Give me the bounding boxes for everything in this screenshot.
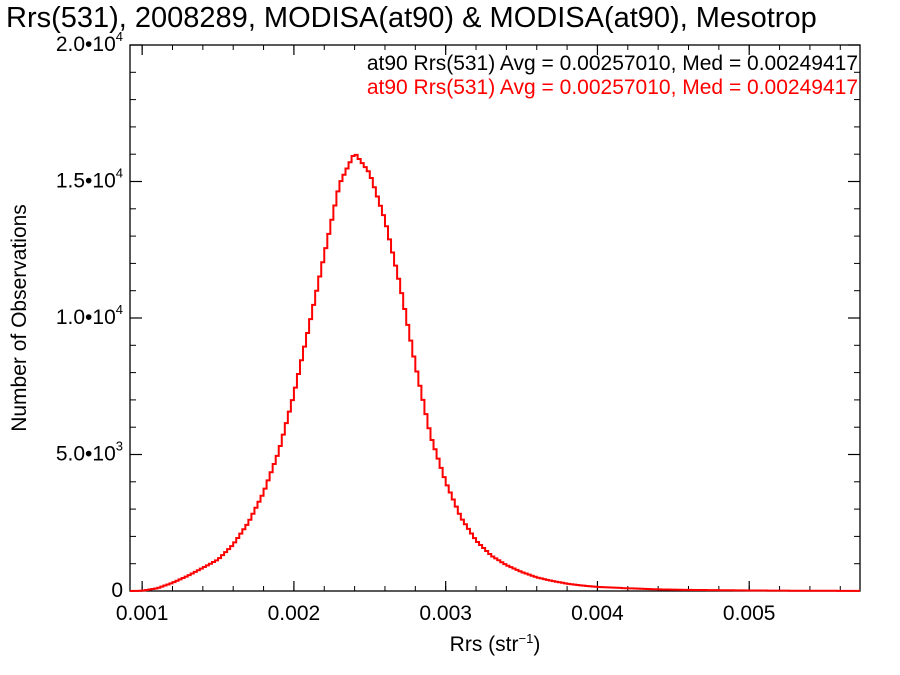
- y-tick-label: 0: [111, 579, 123, 602]
- y-tick-label: 1.0•104: [56, 302, 123, 329]
- y-tick-exponent: 4: [116, 302, 123, 317]
- y-tick-label: 2.0•104: [56, 29, 123, 56]
- series-layer: [130, 153, 860, 592]
- y-tick-label: 1.5•104: [56, 166, 123, 193]
- y-tick-label: 5.0•103: [56, 439, 123, 466]
- y-tick-mantissa: 1.5•10: [56, 170, 116, 193]
- plot-frame: [129, 44, 861, 592]
- stats-line: at90 Rrs(531) Avg = 0.00257010, Med = 0.…: [367, 76, 858, 99]
- histogram-series-0: [130, 153, 860, 592]
- y-tick-mantissa: 1.0•10: [56, 306, 116, 329]
- x-tick-label: 0.003: [419, 602, 472, 625]
- x-tick-label: 0.005: [723, 602, 776, 625]
- stats-line: at90 Rrs(531) Avg = 0.00257010, Med = 0.…: [367, 52, 858, 75]
- x-tick-label: 0.001: [116, 602, 169, 625]
- stats-legend: at90 Rrs(531) Avg = 0.00257010, Med = 0.…: [367, 52, 858, 99]
- x-axis-label-end: ): [533, 633, 540, 656]
- chart-title: Rrs(531), 2008289, MODISA(at90) & MODISA…: [6, 2, 817, 34]
- y-tick-mantissa: 2.0•10: [56, 33, 116, 56]
- y-tick-exponent: 3: [116, 439, 123, 454]
- x-axis-label-exponent: −1: [519, 631, 534, 646]
- x-axis-label-base: Rrs (str: [450, 633, 519, 656]
- y-tick-mantissa: 5.0•10: [56, 443, 116, 466]
- y-tick-exponent: 4: [116, 29, 123, 44]
- y-axis-label: Number of Observations: [8, 204, 31, 432]
- axis-ticks: 0.001 0.002 0.003 0.004 0.00505.0•1031.0•104…: [56, 29, 860, 625]
- x-axis-label: Rrs (str−1): [450, 631, 541, 656]
- y-tick-exponent: 4: [116, 166, 123, 181]
- x-tick-label: 0.004: [571, 602, 624, 625]
- x-tick-label: 0.002: [268, 602, 321, 625]
- y-tick-mantissa: 0: [111, 579, 123, 602]
